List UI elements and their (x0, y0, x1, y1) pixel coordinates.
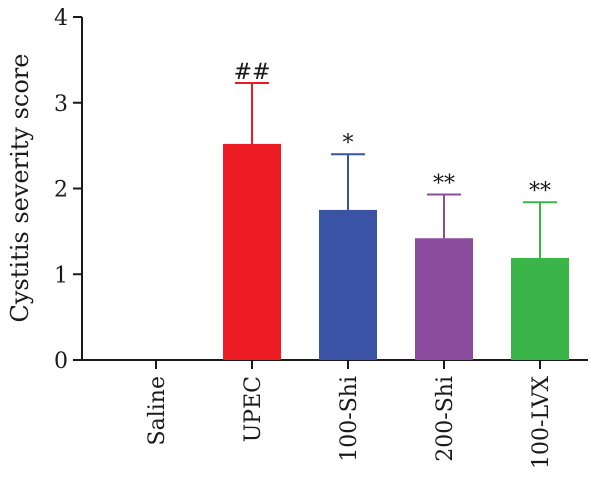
bar-100-lvx (511, 257, 569, 360)
x-tick-label: UPEC (241, 376, 266, 442)
significance-label: ## (234, 60, 271, 85)
bar-upec (223, 143, 281, 360)
bar-series (223, 143, 569, 360)
x-axis: Saline UPEC 100-Shi 200-Shi 100-LVX (82, 359, 588, 469)
y-tick-label: 4 (54, 6, 68, 31)
y-tick-label: 1 (54, 263, 68, 288)
error-bars (235, 82, 557, 258)
significance-markers: ##*** ** (234, 60, 551, 204)
y-axis-title: Cystitis severity score (6, 54, 34, 323)
significance-label: * (343, 131, 354, 156)
x-tick-label: 100-LVX (529, 376, 554, 469)
y-tick-label: 3 (54, 92, 68, 117)
y-tick-label: 2 (54, 178, 68, 203)
x-tick-label: 200-Shi (433, 376, 458, 462)
significance-label: ** (433, 172, 455, 197)
significance-label: ** (529, 179, 551, 204)
bar-200-shi (415, 238, 473, 360)
x-tick-label: 100-Shi (337, 376, 362, 462)
x-tick-label: Saline (145, 376, 170, 445)
y-tick-label: 0 (54, 349, 68, 374)
y-axis: 0 1 2 3 4 (54, 6, 83, 374)
bar-100-shi (319, 209, 377, 360)
